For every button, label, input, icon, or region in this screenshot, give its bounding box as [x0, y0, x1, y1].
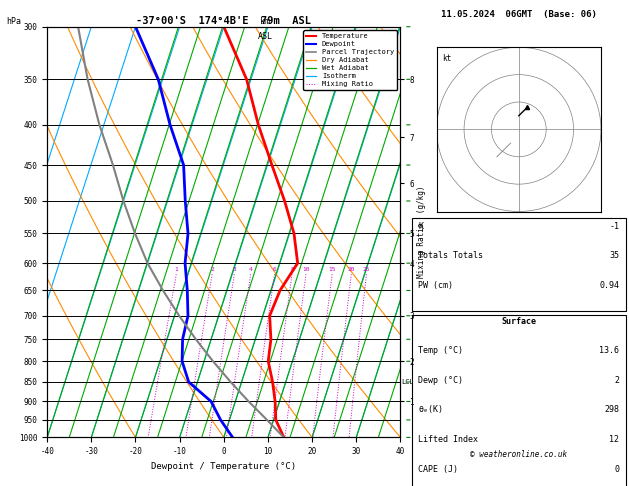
- Text: Temp (°C): Temp (°C): [418, 346, 463, 355]
- Text: 6: 6: [272, 267, 276, 272]
- X-axis label: Dewpoint / Temperature (°C): Dewpoint / Temperature (°C): [151, 462, 296, 470]
- Text: 11.05.2024  06GMT  (Base: 06): 11.05.2024 06GMT (Base: 06): [441, 10, 597, 18]
- Text: 3: 3: [233, 267, 237, 272]
- Text: hPa: hPa: [6, 17, 21, 26]
- Text: 0: 0: [615, 465, 620, 473]
- Text: 35: 35: [610, 251, 620, 260]
- Text: LCL: LCL: [402, 379, 415, 385]
- Text: K: K: [418, 222, 423, 231]
- Text: 4: 4: [248, 267, 252, 272]
- Legend: Temperature, Dewpoint, Parcel Trajectory, Dry Adiabat, Wet Adiabat, Isotherm, Mi: Temperature, Dewpoint, Parcel Trajectory…: [303, 30, 397, 90]
- Bar: [412, 218, 626, 311]
- Text: Surface: Surface: [501, 317, 537, 326]
- Text: 13.6: 13.6: [599, 346, 620, 355]
- Text: 0.94: 0.94: [599, 281, 620, 290]
- Title: -37°00'S  174°4B'E  79m  ASL: -37°00'S 174°4B'E 79m ASL: [136, 16, 311, 26]
- Text: © weatheronline.co.uk: © weatheronline.co.uk: [470, 450, 567, 459]
- Text: km: km: [260, 17, 270, 26]
- Text: 10: 10: [302, 267, 309, 272]
- Text: CAPE (J): CAPE (J): [418, 465, 458, 473]
- Text: ASL: ASL: [258, 32, 273, 41]
- Text: 2: 2: [615, 376, 620, 385]
- Text: 1: 1: [174, 267, 178, 272]
- Text: 298: 298: [604, 405, 620, 415]
- Text: 8: 8: [290, 267, 294, 272]
- Text: 12: 12: [610, 435, 620, 444]
- Text: Totals Totals: Totals Totals: [418, 251, 483, 260]
- Text: 20: 20: [348, 267, 355, 272]
- Text: PW (cm): PW (cm): [418, 281, 453, 290]
- Text: 2: 2: [210, 267, 214, 272]
- Bar: [412, 314, 626, 486]
- Text: 25: 25: [363, 267, 370, 272]
- Text: Lifted Index: Lifted Index: [418, 435, 478, 444]
- Text: Dewp (°C): Dewp (°C): [418, 376, 463, 385]
- Y-axis label: Mixing Ratio  (g/kg): Mixing Ratio (g/kg): [417, 186, 426, 278]
- Text: 15: 15: [328, 267, 336, 272]
- Text: θₑ(K): θₑ(K): [418, 405, 443, 415]
- Text: kt: kt: [442, 54, 452, 63]
- Text: -1: -1: [610, 222, 620, 231]
